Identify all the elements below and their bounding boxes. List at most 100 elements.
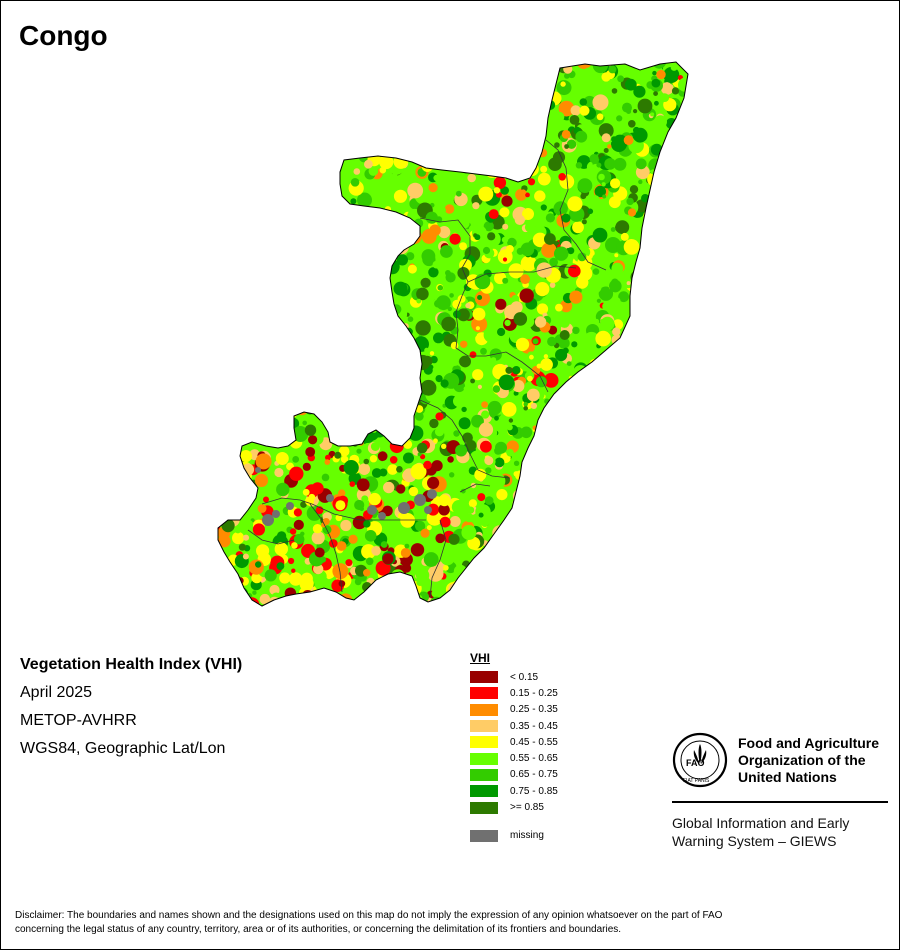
vhi-pixel-patch	[427, 565, 444, 582]
vhi-pixel-patch	[501, 402, 517, 417]
vhi-pixel-patch	[356, 232, 370, 247]
vhi-pixel-patch	[651, 457, 662, 467]
vhi-pixel-patch	[374, 590, 380, 596]
vhi-pixel-patch	[415, 62, 430, 70]
vhi-pixel-patch	[242, 164, 254, 176]
vhi-pixel-patch	[260, 261, 268, 269]
vhi-pixel-patch	[511, 294, 520, 303]
vhi-pixel-patch	[340, 519, 352, 532]
vhi-pixel-patch	[606, 465, 619, 478]
vhi-pixel-patch	[636, 431, 645, 441]
vhi-pixel-patch	[236, 262, 249, 275]
vhi-pixel-patch	[267, 95, 284, 111]
vhi-pixel-patch	[512, 379, 525, 393]
vhi-pixel-patch	[453, 430, 460, 437]
vhi-pixel-patch	[660, 486, 666, 493]
vhi-pixel-patch	[462, 587, 474, 599]
vhi-pixel-patch	[307, 202, 314, 210]
legend-swatch	[470, 671, 498, 684]
vhi-pixel-patch	[291, 568, 296, 573]
vhi-pixel-patch	[458, 417, 471, 430]
vhi-pixel-patch	[480, 567, 488, 575]
vhi-pixel-patch	[545, 213, 556, 223]
vhi-pixel-patch	[665, 200, 675, 210]
vhi-pixel-patch	[362, 256, 374, 268]
vhi-pixel-patch	[370, 413, 382, 426]
vhi-pixel-patch	[262, 353, 277, 368]
vhi-pixel-patch	[654, 535, 668, 549]
vhi-pixel-patch	[507, 138, 523, 154]
vhi-pixel-patch	[610, 382, 627, 399]
vhi-pixel-patch	[513, 460, 520, 466]
vhi-pixel-patch	[511, 63, 523, 75]
vhi-pixel-patch	[342, 307, 351, 316]
vhi-pixel-patch	[382, 553, 394, 565]
vhi-pixel-patch	[580, 193, 587, 200]
vhi-pixel-patch	[664, 152, 675, 164]
vhi-pixel-patch	[473, 577, 482, 587]
vhi-pixel-patch	[380, 541, 388, 548]
vhi-pixel-patch	[417, 62, 434, 70]
vhi-pixel-patch	[679, 387, 687, 396]
vhi-pixel-patch	[221, 519, 235, 533]
vhi-pixel-patch	[378, 231, 383, 236]
vhi-pixel-patch	[494, 117, 509, 132]
vhi-pixel-patch	[471, 316, 488, 333]
vhi-pixel-patch	[218, 349, 226, 360]
vhi-pixel-patch	[264, 99, 280, 115]
vhi-pixel-patch	[528, 507, 538, 517]
vhi-pixel-patch	[383, 366, 395, 379]
vhi-pixel-patch	[467, 173, 477, 183]
vhi-pixel-patch	[300, 86, 313, 99]
vhi-pixel-patch	[459, 593, 470, 603]
vhi-pixel-patch	[453, 564, 467, 579]
vhi-pixel-patch	[672, 514, 677, 519]
vhi-pixel-patch	[263, 94, 273, 104]
vhi-pixel-patch	[275, 194, 288, 207]
vhi-pixel-patch	[504, 104, 518, 117]
vhi-pixel-patch	[472, 307, 486, 321]
vhi-pixel-patch	[564, 438, 576, 451]
vhi-pixel-patch	[259, 204, 274, 219]
vhi-pixel-patch	[221, 593, 237, 606]
vhi-pixel-patch	[327, 78, 343, 94]
vhi-pixel-patch	[304, 188, 314, 198]
vhi-pixel-patch	[631, 338, 646, 353]
vhi-pixel-patch	[679, 260, 688, 275]
vhi-pixel-patch	[443, 72, 451, 80]
vhi-pixel-patch	[255, 221, 263, 228]
admin-boundary	[467, 265, 577, 283]
vhi-pixel-patch	[245, 339, 252, 345]
vhi-pixel-patch	[363, 520, 371, 528]
legend-label: 0.25 - 0.35	[510, 704, 558, 716]
vhi-pixel-patch	[231, 400, 246, 415]
vhi-pixel-patch	[302, 255, 311, 263]
vhi-pixel-patch	[464, 513, 474, 523]
vhi-pixel-patch	[515, 337, 530, 352]
vhi-pixel-patch	[336, 375, 346, 385]
vhi-pixel-patch	[662, 202, 674, 214]
vhi-pixel-patch	[467, 506, 475, 514]
vhi-pixel-patch	[530, 473, 546, 489]
vhi-pixel-patch	[678, 241, 685, 248]
vhi-pixel-patch	[248, 377, 253, 383]
vhi-pixel-patch	[528, 503, 543, 518]
vhi-pixel-patch	[504, 121, 515, 131]
vhi-pixel-patch	[486, 126, 493, 133]
vhi-pixel-patch	[318, 220, 325, 226]
vhi-pixel-patch	[451, 358, 459, 366]
vhi-pixel-patch	[278, 604, 286, 606]
vhi-pixel-patch	[406, 350, 412, 357]
vhi-pixel-patch	[274, 120, 284, 129]
vhi-pixel-patch	[437, 74, 449, 86]
vhi-pixel-patch	[679, 482, 688, 493]
vhi-pixel-patch	[567, 378, 583, 394]
vhi-pixel-patch	[625, 583, 636, 594]
vhi-pixel-patch	[310, 262, 317, 269]
vhi-pixel-patch	[610, 578, 622, 590]
vhi-pixel-patch	[399, 234, 407, 243]
vhi-pixel-patch	[380, 246, 387, 253]
legend-swatch	[470, 703, 498, 716]
vhi-pixel-patch	[328, 349, 342, 363]
vhi-pixel-patch	[448, 533, 460, 545]
